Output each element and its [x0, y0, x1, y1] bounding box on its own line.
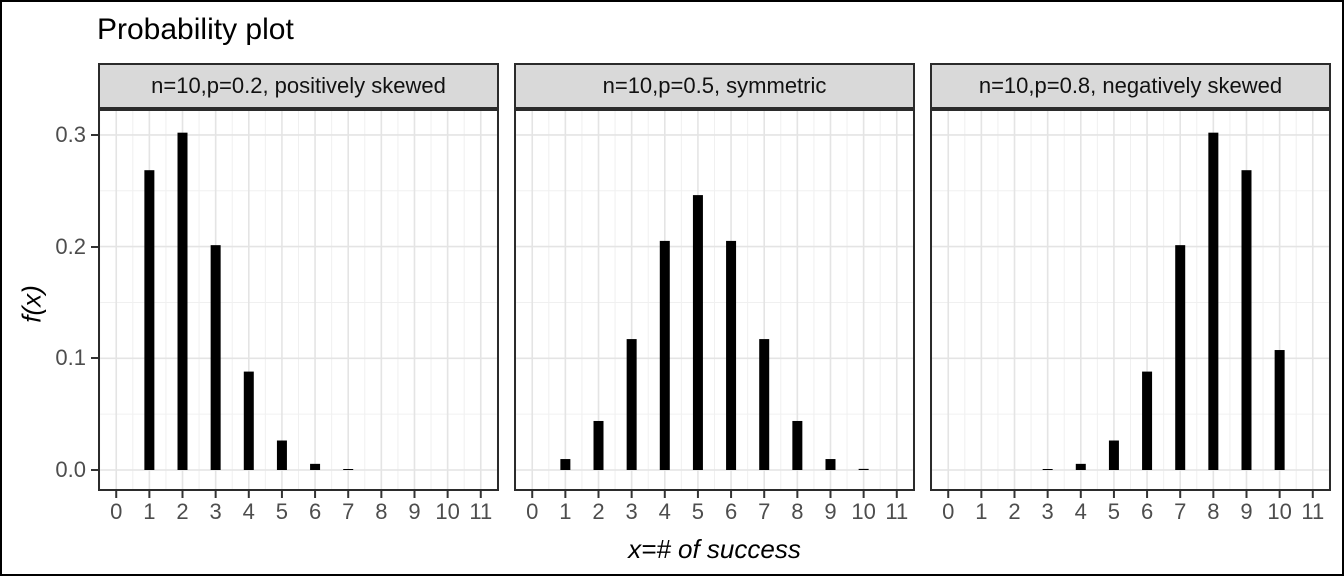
chart-title: Probability plot: [97, 13, 294, 46]
x-tick-label: 5: [692, 499, 704, 524]
facet-panel-1: n=10,p=0.2, positively skewed 0 1 2 3 4 5 6 7 8 9 1…: [98, 63, 499, 531]
x-tick-label: 0: [110, 499, 122, 524]
y-tick-label: 0.3: [55, 121, 86, 147]
x-axis-title: x=# of success: [628, 534, 801, 564]
x-tick-label: 1: [143, 499, 155, 524]
bar-x8: [1208, 132, 1219, 470]
bar-x8: [792, 420, 803, 470]
x-tick-label: 1: [975, 499, 987, 524]
bar-x2: [593, 420, 604, 470]
x-tick-label: 1: [559, 499, 571, 524]
facet-strip-label: n=10,p=0.8, negatively skewed: [930, 63, 1331, 109]
x-tick-label: 10: [851, 499, 875, 524]
y-tick-mark: [91, 133, 98, 136]
x-tick-label: 3: [210, 499, 222, 524]
x-tick-label: 5: [276, 499, 288, 524]
bar-x9: [1241, 170, 1252, 470]
bar-x7: [1175, 245, 1186, 470]
x-tick-label: 2: [592, 499, 604, 524]
x-tick-label: 7: [758, 499, 770, 524]
x-tick-label: 8: [1207, 499, 1219, 524]
x-tick-label: 9: [1240, 499, 1252, 524]
facet-plot: 0 1 2 3 4 5 6 7 8 9 10 11: [930, 109, 1331, 524]
x-tick-label: 0: [526, 499, 538, 524]
bar-x6: [310, 463, 321, 470]
bar-x6: [726, 240, 737, 470]
bar-x1: [144, 170, 155, 470]
bar-x9: [825, 459, 836, 470]
x-tick-label: 4: [243, 499, 255, 524]
x-tick-label: 2: [176, 499, 188, 524]
y-tick-mark: [91, 469, 98, 471]
bar-x2: [177, 132, 188, 470]
facet-plot: 0 1 2 3 4 5 6 7 8 9 10 11: [98, 109, 499, 524]
x-tick-label: 5: [1108, 499, 1120, 524]
y-tick-mark: [91, 245, 98, 248]
x-tick-label: 9: [824, 499, 836, 524]
bar-x3: [210, 245, 221, 470]
x-tick-label: 4: [659, 499, 671, 524]
x-tick-label: 7: [342, 499, 354, 524]
x-tick-label: 9: [408, 499, 420, 524]
bar-x5: [692, 195, 703, 470]
bar-x4: [659, 240, 670, 470]
bar-x5: [276, 440, 287, 470]
x-tick-label: 2: [1008, 499, 1020, 524]
x-tick-label: 6: [309, 499, 321, 524]
x-tick-label: 0: [942, 499, 954, 524]
bar-x4: [243, 371, 254, 470]
bar-x10: [1274, 350, 1285, 470]
x-tick-label: 8: [375, 499, 387, 524]
x-tick-label: 3: [1042, 499, 1054, 524]
bar-x3: [626, 339, 637, 470]
x-tick-label: 6: [1141, 499, 1153, 524]
bar-x3: [1042, 469, 1053, 470]
x-tick-label: 10: [1267, 499, 1291, 524]
y-tick-label: 0.0: [55, 457, 86, 482]
bar-x10: [858, 468, 869, 470]
facet-strip-label: n=10,p=0.2, positively skewed: [98, 63, 499, 109]
facet-panel-3: n=10,p=0.8, negatively skewed 0 1 2 3 4 5 6 7 8 9 1…: [930, 63, 1331, 531]
facet-strip-label: n=10,p=0.5, symmetric: [514, 63, 915, 109]
bar-x7: [343, 469, 354, 470]
y-tick-label: 0.1: [55, 345, 86, 371]
x-tick-label: 11: [1301, 499, 1324, 524]
facet-plot: 0 1 2 3 4 5 6 7 8 9 10 11: [514, 109, 915, 524]
bar-x6: [1142, 371, 1153, 470]
facet-panel-2: n=10,p=0.5, symmetric 0 1 2 3 4 5 6 7 8 9 10 11: [514, 63, 915, 531]
bar-x1: [560, 459, 571, 470]
x-tick-label: 11: [469, 499, 492, 524]
x-tick-label: 6: [725, 499, 737, 524]
y-tick-mark: [91, 357, 98, 360]
x-tick-label: 8: [791, 499, 803, 524]
x-tick-label: 7: [1174, 499, 1186, 524]
bar-x7: [759, 339, 770, 470]
x-tick-label: 11: [885, 499, 908, 524]
x-tick-label: 10: [435, 499, 459, 524]
x-tick-label: 3: [626, 499, 638, 524]
bar-x5: [1108, 440, 1119, 470]
bar-x4: [1075, 463, 1086, 470]
y-axis-title: f(x): [16, 285, 47, 323]
y-tick-label: 0.2: [55, 233, 86, 259]
x-tick-label: 4: [1075, 499, 1087, 524]
